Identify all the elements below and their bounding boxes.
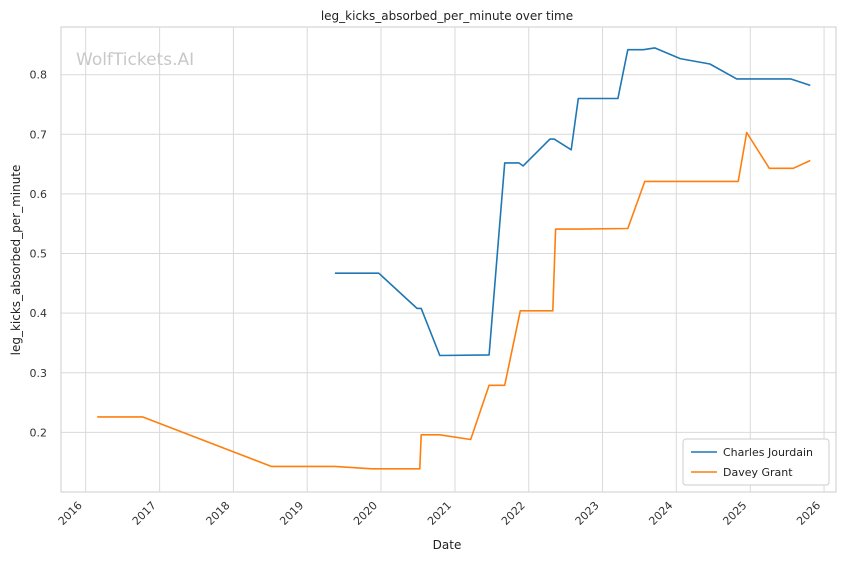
x-axis-label: Date [433,538,462,552]
x-tick-label: 2021 [425,499,454,528]
x-tick-label: 2020 [351,499,380,528]
x-tick-label: 2024 [646,499,675,528]
y-tick-label: 0.2 [30,426,48,439]
x-tick-label: 2022 [499,499,528,528]
x-axis-ticks: 2016 2017 2018 2019 2020 2021 2022 2023 2024 2025… [56,499,823,528]
x-tick-label: 2018 [204,499,233,528]
y-tick-label: 0.7 [30,128,48,141]
series-line-charles-jourdain [334,47,811,357]
legend-label-davey-grant: Davey Grant [723,466,793,479]
grid [61,27,836,492]
legend-box [682,438,830,486]
watermark-text: WolfTickets.AI [76,50,194,70]
y-axis-label: leg_kicks_absorbed_per_minute [9,165,23,356]
series-layer [97,47,811,470]
plot-area: WolfTickets.AI [60,26,837,493]
plot-background [60,26,837,493]
y-axis-ticks: 0.2 0.3 0.4 0.5 0.6 0.7 0.8 [30,69,48,440]
x-tick-label: 2026 [794,499,823,528]
legend-label-charles-jourdain: Charles Jourdain [723,446,813,459]
chart-title: leg_kicks_absorbed_per_minute over time [321,9,573,23]
y-tick-label: 0.8 [30,69,48,82]
x-tick-label: 2017 [130,499,159,528]
x-tick-label: 2019 [277,499,306,528]
x-tick-label: 2023 [573,499,602,528]
x-tick-label: 2016 [56,499,85,528]
y-tick-label: 0.6 [30,188,48,201]
x-tick-label: 2025 [720,499,749,528]
y-tick-label: 0.3 [30,367,48,380]
legend: Charles Jourdain Davey Grant [682,438,830,486]
series-line-davey-grant [97,131,811,470]
y-tick-label: 0.5 [30,248,48,261]
y-tick-label: 0.4 [30,307,48,320]
